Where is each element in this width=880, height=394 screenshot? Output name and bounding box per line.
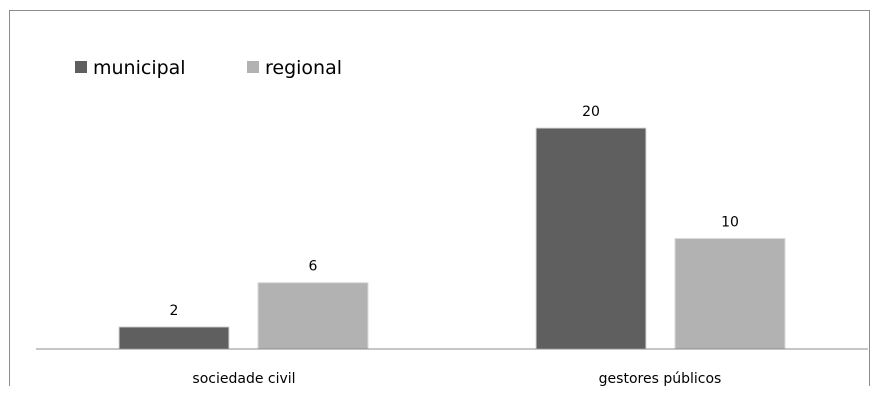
category-label-gestores-publicos: gestores públicos: [599, 371, 722, 387]
legend-swatch-regional: [247, 61, 259, 73]
legend-label-regional: regional: [265, 57, 342, 79]
bar-regional-sociedade-civil: [257, 282, 369, 350]
value-label-municipal-gestores-publicos: 20: [582, 104, 600, 120]
chart-frame: [9, 10, 870, 386]
legend-label-municipal: municipal: [93, 57, 186, 79]
legend: municipal regional: [75, 57, 342, 79]
value-labels-group: 2 6 20 10: [170, 104, 739, 319]
bars-group: [118, 127, 786, 350]
legend-swatch-municipal: [75, 61, 87, 73]
value-label-regional-sociedade-civil: 6: [309, 259, 318, 275]
category-label-sociedade-civil: sociedade civil: [192, 371, 295, 387]
bar-municipal-gestores-publicos: [535, 127, 647, 350]
bar-regional-gestores-publicos: [674, 238, 786, 350]
value-label-municipal-sociedade-civil: 2: [170, 303, 179, 319]
bar-municipal-sociedade-civil: [118, 326, 230, 350]
value-label-regional-gestores-publicos: 10: [721, 215, 739, 231]
